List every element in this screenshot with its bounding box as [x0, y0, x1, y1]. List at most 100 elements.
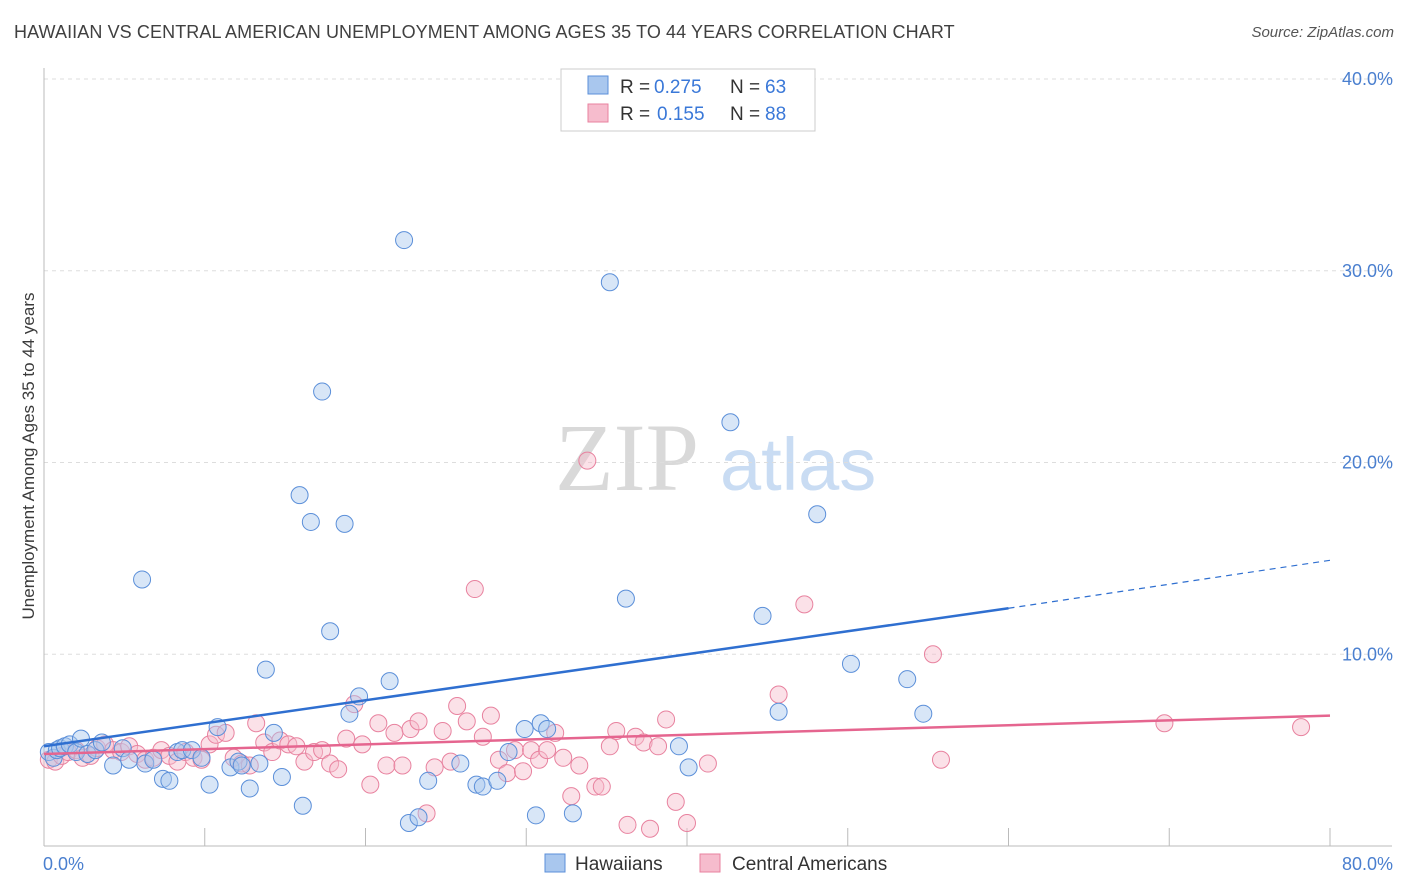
central-americans-point — [592, 777, 611, 796]
central-americans-point — [497, 764, 516, 783]
central-americans-point — [570, 756, 589, 775]
bottom-legend: Hawaiians Central Americans — [544, 853, 887, 875]
central-americans-point — [489, 750, 508, 769]
hawaiians-point — [301, 512, 320, 531]
legend-r-value-2: 0.155 — [657, 104, 705, 125]
hawaiians-point — [538, 720, 557, 739]
hawaiians-point — [467, 775, 486, 794]
y-tick-label: 20.0% — [1342, 453, 1393, 473]
bottom-legend-swatch-hawaiians — [544, 853, 566, 873]
bottom-legend-hawaiians: Hawaiians — [575, 854, 663, 875]
central-americans-point — [369, 714, 388, 733]
y-tick-label: 30.0% — [1342, 261, 1393, 281]
hawaiians-point — [808, 505, 827, 524]
hawaiians-point — [841, 654, 860, 673]
central-americans-point — [1155, 714, 1174, 733]
central-americans-point — [657, 710, 676, 729]
hawaiians-point — [256, 660, 275, 679]
legend-n-label-1: N = — [730, 77, 760, 98]
hawaiians-point — [153, 769, 172, 788]
central-americans-point — [465, 580, 484, 599]
central-americans-point — [769, 685, 788, 704]
central-americans-point — [295, 752, 314, 771]
gridlines — [44, 78, 1392, 655]
central-americans-point — [600, 737, 619, 756]
chart-source: Source: ZipAtlas.com — [1251, 24, 1394, 41]
x-tick-label-max: 80.0% — [1342, 854, 1393, 874]
hawaiians-point — [160, 771, 179, 790]
hawaiians-point — [769, 702, 788, 721]
legend-box: R = 0.275 N = 63 R = 0.155 N = 88 — [560, 68, 816, 132]
hawaiians-point — [515, 720, 534, 739]
hawaiians-point — [133, 570, 152, 589]
hawaiians-point — [419, 771, 438, 790]
hawaiians-point — [250, 754, 269, 773]
central-americans-point — [409, 712, 428, 731]
hawaiians-point — [499, 743, 518, 762]
legend-n-label-2: N = — [730, 104, 760, 125]
hawaiians-point — [71, 729, 90, 748]
legend-swatch-central-americans — [587, 103, 609, 123]
central-americans-point — [666, 792, 685, 811]
central-americans-point — [457, 712, 476, 731]
hawaiians-point — [293, 796, 312, 815]
bottom-legend-swatch-central-americans — [699, 853, 721, 873]
hawaiians-point — [264, 723, 283, 742]
central-americans-point — [923, 645, 942, 664]
hawaiians-trend-line — [43, 606, 1009, 748]
hawaiians-point — [144, 750, 163, 769]
central-americans-point — [385, 723, 404, 742]
hawaiians-point — [526, 806, 545, 825]
central-americans-point — [481, 706, 500, 725]
y-tick-label: 40.0% — [1342, 69, 1393, 89]
central-americans-point — [795, 595, 814, 614]
central-americans-point — [433, 721, 452, 740]
central-americans-point — [393, 756, 412, 775]
hawaiians-point — [753, 606, 772, 625]
hawaiians-point — [721, 413, 740, 432]
central-americans-point — [634, 733, 653, 752]
hawaiians-point — [669, 737, 688, 756]
central-americans-point — [562, 787, 581, 806]
watermark: ZIP atlas — [555, 404, 876, 511]
hawaiians-point — [290, 486, 309, 505]
central-americans-point — [578, 451, 597, 470]
central-americans-point — [329, 760, 348, 779]
legend-n-value-2: 88 — [765, 104, 786, 125]
hawaiians-trend-line-projection — [1008, 559, 1331, 609]
chart-title: HAWAIIAN VS CENTRAL AMERICAN UNEMPLOYMEN… — [14, 22, 955, 42]
trend-lines — [43, 559, 1331, 756]
hawaiians-point — [86, 741, 105, 760]
legend-n-value-1: 63 — [765, 77, 786, 98]
hawaiians-point — [399, 813, 418, 832]
central-americans-trend-line — [43, 714, 1331, 756]
hawaiians-point — [409, 808, 428, 827]
hawaiians-point — [200, 775, 219, 794]
central-americans-point — [1292, 718, 1311, 737]
hawaiians-point — [395, 231, 414, 250]
legend-r-label-2: R = — [620, 104, 650, 125]
hawaiians-point — [120, 750, 139, 769]
hawaiians-point — [340, 704, 359, 723]
hawaiians-point — [488, 771, 507, 790]
central-americans-point — [649, 737, 668, 756]
hawaiians-point — [321, 622, 340, 641]
hawaiians-point — [104, 756, 123, 775]
legend-r-label-1: R = — [620, 77, 650, 98]
y-axis-label: Unemployment Among Ages 35 to 44 years — [19, 293, 38, 620]
hawaiians-point — [451, 754, 470, 773]
central-americans-point — [538, 741, 557, 760]
hawaiians-point — [563, 804, 582, 823]
hawaiians-point — [240, 779, 259, 798]
bottom-legend-central-americans: Central Americans — [732, 854, 887, 875]
central-americans-point — [698, 754, 717, 773]
central-americans-point — [931, 750, 950, 769]
central-americans-point — [473, 727, 492, 746]
watermark-zip: ZIP — [555, 404, 699, 511]
central-americans-point — [554, 748, 573, 767]
hawaiians-point — [898, 670, 917, 689]
central-americans-point — [678, 813, 696, 832]
central-americans-point — [641, 819, 660, 838]
hawaiians-point — [914, 704, 933, 723]
